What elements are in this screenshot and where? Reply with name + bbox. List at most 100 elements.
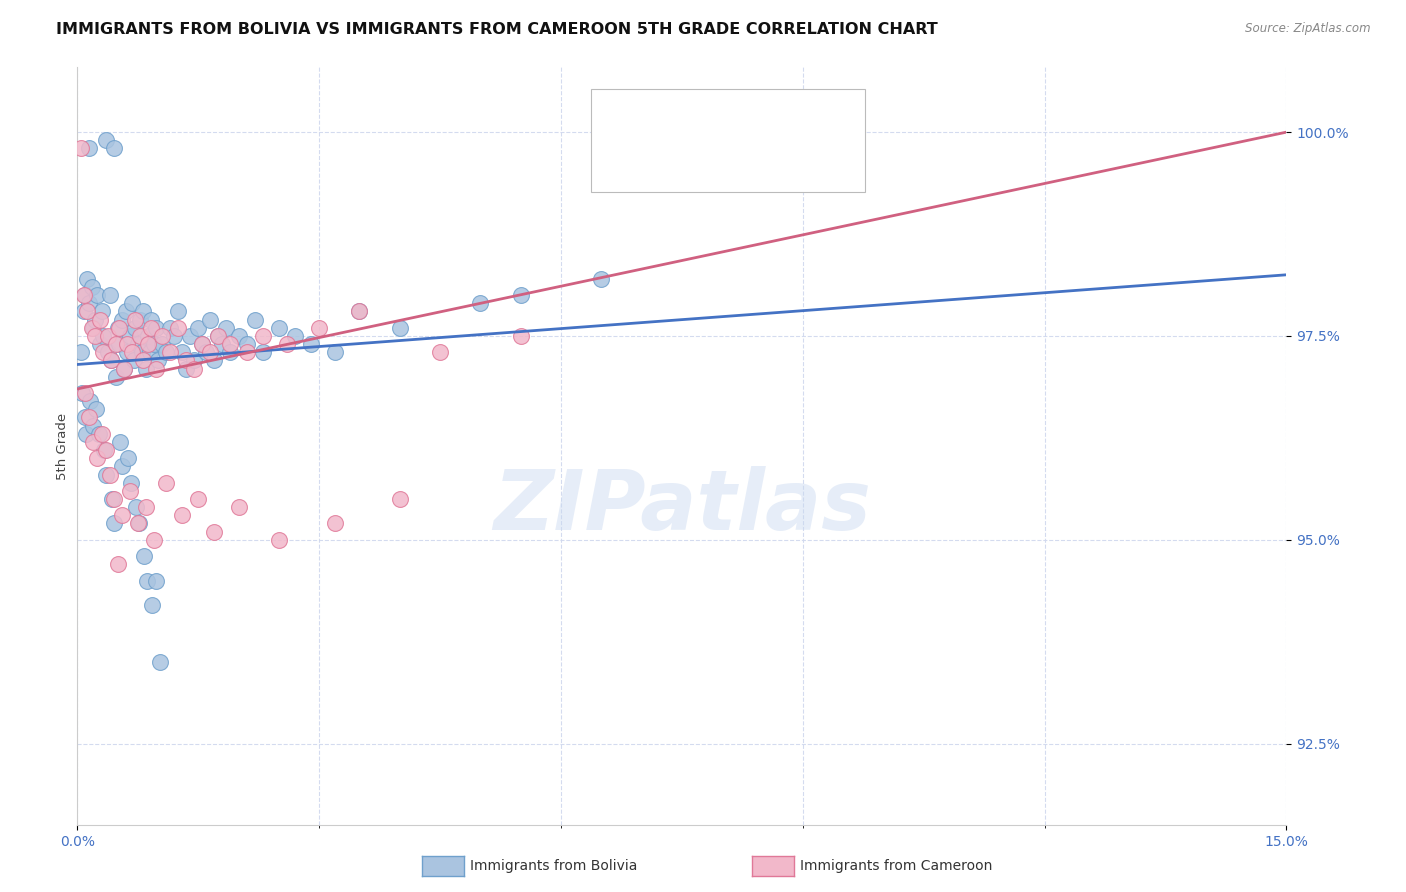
Point [90,304,112,318]
Point [70,386,93,401]
Point [120,475,142,490]
Point [86,288,108,302]
Point [509,329,531,343]
Point [89,337,111,351]
Point [117,337,139,351]
Point [388,320,411,334]
Point [93,443,115,458]
Point [145,574,167,588]
Point [228,500,250,515]
Point [136,337,159,351]
Point [183,361,205,376]
Point [70,345,93,359]
Point [142,337,165,351]
Point [134,549,156,563]
Point [111,508,134,523]
Point [80,280,103,294]
Point [252,329,274,343]
Text: Immigrants from Cameroon: Immigrants from Cameroon [800,859,993,873]
Point [174,353,197,368]
Text: IMMIGRANTS FROM BOLIVIA VS IMMIGRANTS FROM CAMEROON 5TH GRADE CORRELATION CHART: IMMIGRANTS FROM BOLIVIA VS IMMIGRANTS FR… [56,22,938,37]
Point [108,434,131,449]
Point [135,361,157,376]
Point [98,288,121,302]
Point [107,320,129,334]
Point [323,516,346,531]
Point [79,141,101,155]
Point [121,345,143,359]
Point [129,329,152,343]
Point [108,320,131,334]
Point [112,361,135,376]
Point [187,320,209,334]
Point [167,320,190,334]
Point [191,337,214,351]
Point [84,402,107,417]
Point [124,320,146,334]
Point [84,312,107,326]
Point [191,337,214,351]
Point [349,304,371,318]
Point [388,491,411,506]
Point [124,312,146,326]
Point [252,345,274,359]
Point [89,312,111,326]
Point [299,337,322,351]
Point [141,312,163,326]
Point [243,312,266,326]
Point [80,320,103,334]
Point [103,491,125,506]
Point [145,361,167,376]
Point [187,491,209,506]
Point [94,133,117,147]
Point [148,655,170,669]
Point [76,304,98,318]
Point [125,500,148,515]
Point [108,337,131,351]
Point [117,345,139,359]
Text: 0.294: 0.294 [676,145,724,160]
Point [94,443,117,458]
Point [211,337,233,351]
Text: 58: 58 [772,145,796,160]
Point [79,394,101,409]
Point [121,296,143,310]
Point [107,558,129,572]
Point [100,353,122,368]
Point [267,533,290,547]
Point [267,320,290,334]
Point [145,320,167,334]
Point [349,304,371,318]
Text: Source: ZipAtlas.com: Source: ZipAtlas.com [1246,22,1371,36]
Point [103,141,125,155]
Point [174,361,197,376]
Point [207,329,229,343]
Point [105,369,128,384]
Point [219,345,242,359]
Point [284,329,307,343]
Point [132,304,155,318]
Point [98,467,121,482]
Point [139,345,162,359]
Point [470,296,492,310]
Point [111,312,134,326]
Point [141,320,163,334]
Point [323,345,346,359]
Point [150,337,173,351]
Point [75,386,97,401]
Point [163,329,186,343]
Point [100,353,122,368]
Point [117,451,139,466]
Point [131,345,153,359]
Point [82,418,104,433]
Point [215,320,238,334]
Text: R =: R = [648,105,682,120]
Point [235,337,257,351]
Point [82,320,104,334]
Point [172,345,194,359]
Point [200,312,222,326]
Point [142,533,165,547]
Point [79,410,101,425]
Point [86,451,108,466]
Point [159,320,181,334]
